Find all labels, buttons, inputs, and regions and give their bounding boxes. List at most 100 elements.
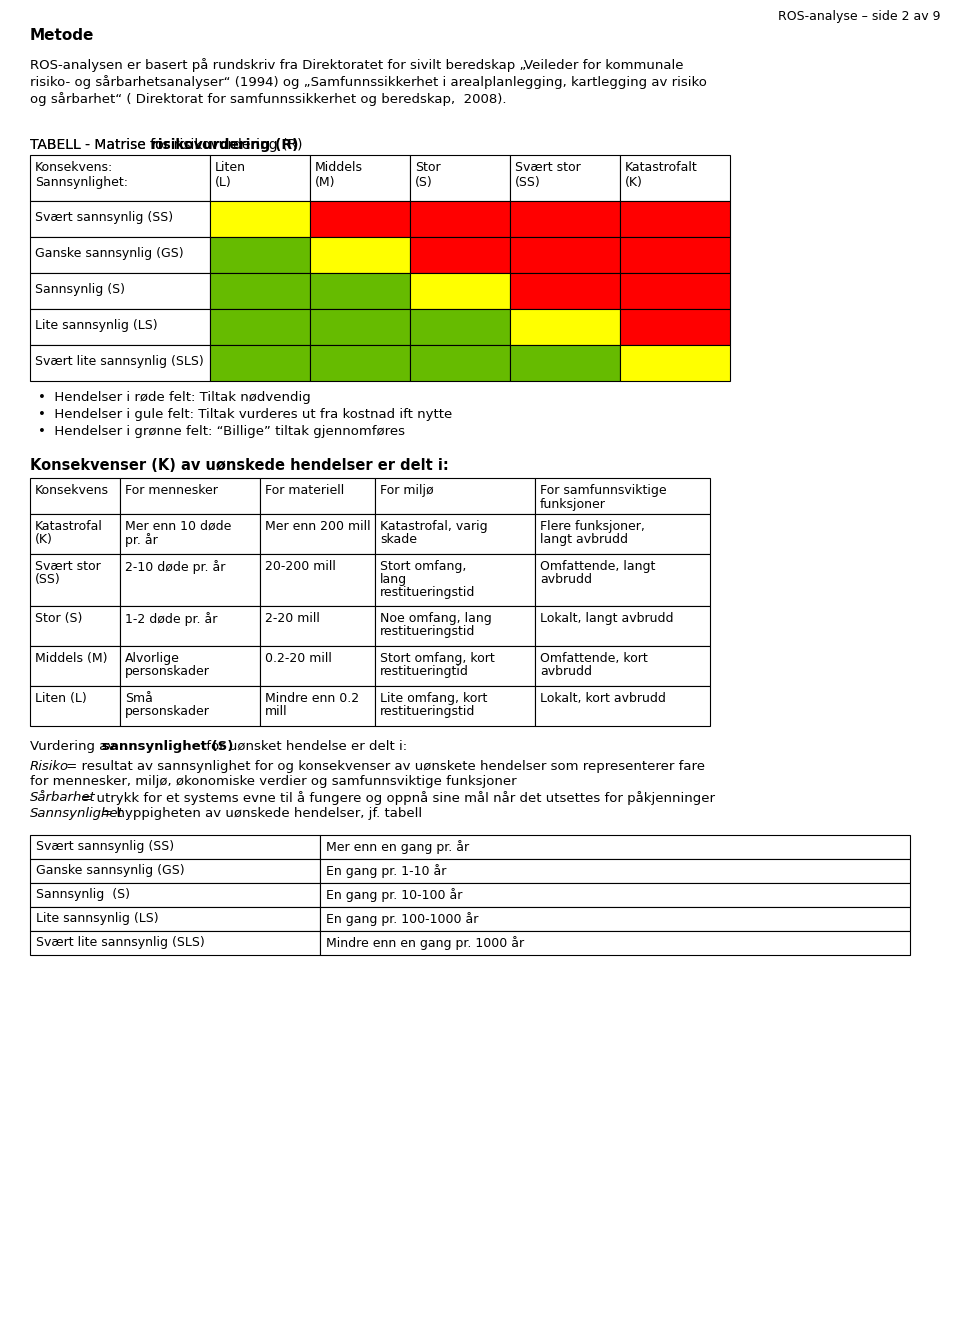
- Bar: [375, 478, 535, 514]
- Text: avbrudd: avbrudd: [540, 665, 592, 678]
- Text: Sårbarhet: Sårbarhet: [30, 790, 96, 804]
- Text: (S): (S): [415, 176, 433, 189]
- Bar: [210, 273, 310, 308]
- Bar: [30, 907, 320, 931]
- Bar: [120, 478, 260, 514]
- Bar: [30, 686, 120, 726]
- Text: Ganske sannsynlig (GS): Ganske sannsynlig (GS): [36, 865, 184, 876]
- Bar: [260, 553, 375, 606]
- Text: Katastrofalt: Katastrofalt: [625, 162, 698, 173]
- Bar: [310, 346, 410, 381]
- Text: Omfattende, kort: Omfattende, kort: [540, 651, 648, 665]
- Text: = hyppigheten av uønskede hendelser, jf. tabell: = hyppigheten av uønskede hendelser, jf.…: [97, 808, 422, 820]
- Bar: [620, 308, 730, 346]
- Text: restitueringstid: restitueringstid: [380, 704, 475, 718]
- Text: funksjoner: funksjoner: [540, 498, 606, 511]
- Text: personskader: personskader: [125, 665, 210, 678]
- Bar: [260, 478, 375, 514]
- Bar: [410, 237, 510, 273]
- Bar: [535, 514, 710, 553]
- Bar: [260, 606, 375, 646]
- Text: 1-2 døde pr. år: 1-2 døde pr. år: [125, 612, 217, 626]
- Bar: [320, 931, 910, 955]
- Text: Stort omfang, kort: Stort omfang, kort: [380, 651, 494, 665]
- Bar: [320, 835, 910, 859]
- Bar: [510, 237, 620, 273]
- Text: og sårbarhet“ ( Direktorat for samfunnssikkerhet og beredskap,  2008).: og sårbarhet“ ( Direktorat for samfunnss…: [30, 91, 507, 106]
- Text: restitueringstid: restitueringstid: [380, 625, 475, 638]
- Text: For materiell: For materiell: [265, 485, 345, 496]
- Text: Svært sannsynlig (SS): Svært sannsynlig (SS): [36, 839, 174, 853]
- Bar: [410, 201, 510, 237]
- Bar: [310, 308, 410, 346]
- Bar: [310, 237, 410, 273]
- Text: 2-10 døde pr. år: 2-10 døde pr. år: [125, 560, 226, 575]
- Text: •  Hendelser i røde felt: Tiltak nødvendig: • Hendelser i røde felt: Tiltak nødvendi…: [38, 391, 311, 404]
- Text: for mennesker, miljø, økonomiske verdier og samfunnsviktige funksjoner: for mennesker, miljø, økonomiske verdier…: [30, 775, 516, 788]
- Text: Liten: Liten: [215, 162, 246, 173]
- Text: Lite omfang, kort: Lite omfang, kort: [380, 692, 488, 704]
- Bar: [210, 237, 310, 273]
- Text: Lokalt, kort avbrudd: Lokalt, kort avbrudd: [540, 692, 666, 704]
- Bar: [30, 201, 210, 237]
- Bar: [510, 346, 620, 381]
- Text: Stor (S): Stor (S): [35, 612, 83, 625]
- Bar: [535, 478, 710, 514]
- Text: Sannsynlig (S): Sannsynlig (S): [35, 283, 125, 297]
- Text: Mer enn 10 døde: Mer enn 10 døde: [125, 520, 231, 534]
- Text: Middels: Middels: [315, 162, 363, 173]
- Text: Svært stor: Svært stor: [35, 560, 101, 573]
- Bar: [510, 273, 620, 308]
- Bar: [510, 155, 620, 201]
- Text: Sannsynlighet:: Sannsynlighet:: [35, 176, 128, 189]
- Bar: [30, 646, 120, 686]
- Bar: [320, 883, 910, 907]
- Text: Lokalt, langt avbrudd: Lokalt, langt avbrudd: [540, 612, 674, 625]
- Text: Flere funksjoner,: Flere funksjoner,: [540, 520, 645, 534]
- Bar: [30, 155, 210, 201]
- Bar: [375, 553, 535, 606]
- Bar: [620, 273, 730, 308]
- Text: Konsekvens:: Konsekvens:: [35, 162, 113, 173]
- Bar: [620, 155, 730, 201]
- Text: •  Hendelser i grønne felt: “Billige” tiltak gjennomføres: • Hendelser i grønne felt: “Billige” til…: [38, 425, 405, 438]
- Text: Mindre enn en gang pr. 1000 år: Mindre enn en gang pr. 1000 år: [326, 936, 524, 949]
- Bar: [210, 346, 310, 381]
- Bar: [510, 201, 620, 237]
- Bar: [30, 606, 120, 646]
- Text: Lite sannsynlig (LS): Lite sannsynlig (LS): [35, 319, 157, 332]
- Bar: [120, 606, 260, 646]
- Bar: [120, 553, 260, 606]
- Bar: [535, 646, 710, 686]
- Text: Svært sannsynlig (SS): Svært sannsynlig (SS): [35, 211, 173, 224]
- Bar: [535, 686, 710, 726]
- Text: avbrudd: avbrudd: [540, 573, 592, 587]
- Text: restitueringstid: restitueringstid: [380, 587, 475, 598]
- Text: lang: lang: [380, 573, 407, 587]
- Text: Sannsynlighet: Sannsynlighet: [30, 808, 124, 820]
- Bar: [120, 514, 260, 553]
- Text: Små: Små: [125, 692, 153, 704]
- Text: Metode: Metode: [30, 28, 94, 42]
- Bar: [410, 155, 510, 201]
- Bar: [375, 514, 535, 553]
- Text: Sannsynlig  (S): Sannsynlig (S): [36, 888, 130, 902]
- Text: (SS): (SS): [35, 573, 60, 587]
- Bar: [260, 646, 375, 686]
- Text: Konsekvenser (K) av uønskede hendelser er delt i:: Konsekvenser (K) av uønskede hendelser e…: [30, 458, 448, 473]
- Bar: [375, 686, 535, 726]
- Bar: [260, 686, 375, 726]
- Text: ROS-analyse – side 2 av 9: ROS-analyse – side 2 av 9: [778, 11, 940, 23]
- Text: restitueringtid: restitueringtid: [380, 665, 468, 678]
- Text: 2-20 mill: 2-20 mill: [265, 612, 320, 625]
- Bar: [510, 308, 620, 346]
- Bar: [375, 606, 535, 646]
- Bar: [30, 237, 210, 273]
- Text: For mennesker: For mennesker: [125, 485, 218, 496]
- Text: Middels (M): Middels (M): [35, 651, 108, 665]
- Text: 0.2-20 mill: 0.2-20 mill: [265, 651, 332, 665]
- Bar: [535, 606, 710, 646]
- Text: Liten (L): Liten (L): [35, 692, 86, 704]
- Text: sannsynlighet (S): sannsynlighet (S): [102, 740, 233, 753]
- Bar: [320, 907, 910, 931]
